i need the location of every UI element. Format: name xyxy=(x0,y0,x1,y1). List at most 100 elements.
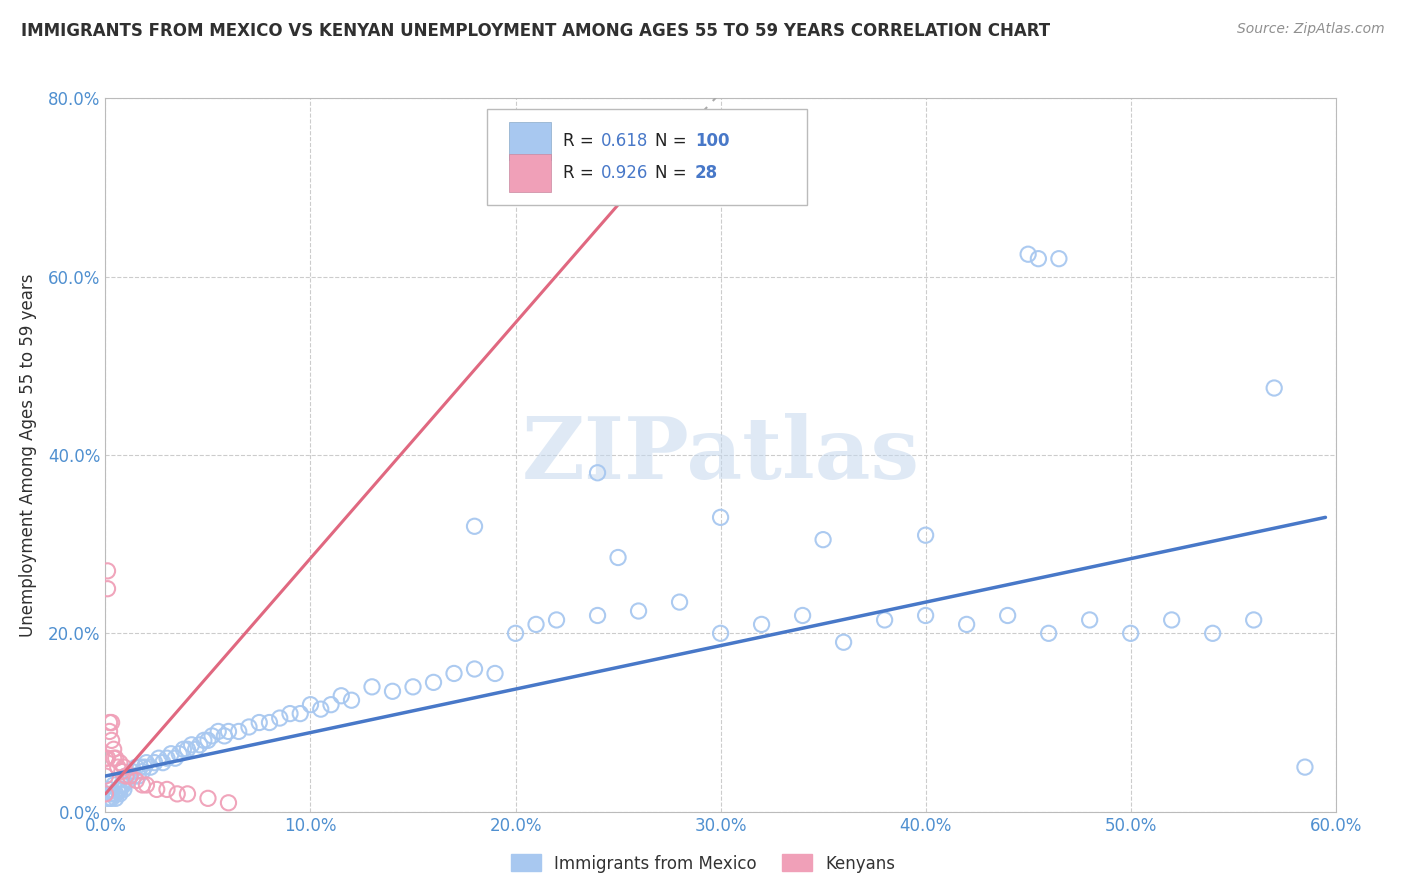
Point xyxy=(443,666,465,681)
Text: N =: N = xyxy=(655,132,692,150)
Point xyxy=(100,715,122,730)
Point xyxy=(710,510,733,524)
Point xyxy=(100,733,122,747)
FancyBboxPatch shape xyxy=(509,121,551,161)
Point xyxy=(184,742,207,756)
Point xyxy=(176,742,198,756)
Point xyxy=(172,742,194,756)
Point xyxy=(751,617,773,632)
Point xyxy=(524,617,547,632)
Point xyxy=(131,778,153,792)
Point xyxy=(1294,760,1316,774)
Point xyxy=(1263,381,1285,395)
Point xyxy=(104,787,127,801)
Text: R =: R = xyxy=(564,164,599,182)
Point xyxy=(156,782,179,797)
Point xyxy=(1160,613,1182,627)
Point xyxy=(214,729,236,743)
Point xyxy=(668,595,690,609)
Point xyxy=(586,466,609,480)
Point xyxy=(94,787,117,801)
Point xyxy=(873,613,896,627)
Point xyxy=(129,760,152,774)
Point xyxy=(710,626,733,640)
Text: 0.618: 0.618 xyxy=(602,132,648,150)
Point xyxy=(94,769,117,783)
Point xyxy=(832,635,855,649)
Point xyxy=(160,747,183,761)
Point xyxy=(259,715,281,730)
Point xyxy=(115,769,138,783)
Text: IMMIGRANTS FROM MEXICO VS KENYAN UNEMPLOYMENT AMONG AGES 55 TO 59 YEARS CORRELAT: IMMIGRANTS FROM MEXICO VS KENYAN UNEMPLO… xyxy=(21,22,1050,40)
Point xyxy=(111,778,134,792)
Point xyxy=(108,782,131,797)
Point xyxy=(108,787,131,801)
Point xyxy=(125,760,148,774)
Point xyxy=(792,608,814,623)
Point xyxy=(107,760,129,774)
Text: 0.926: 0.926 xyxy=(602,164,648,182)
Point xyxy=(169,747,191,761)
Text: N =: N = xyxy=(655,164,692,182)
Legend: Immigrants from Mexico, Kenyans: Immigrants from Mexico, Kenyans xyxy=(505,847,901,880)
Point xyxy=(1119,626,1142,640)
Point xyxy=(156,751,179,765)
Point xyxy=(997,608,1019,623)
Point xyxy=(112,760,135,774)
Point xyxy=(108,756,131,770)
Point xyxy=(247,715,270,730)
Point xyxy=(319,698,342,712)
Text: R =: R = xyxy=(564,132,599,150)
Text: Source: ZipAtlas.com: Source: ZipAtlas.com xyxy=(1237,22,1385,37)
Point xyxy=(117,773,139,788)
Point xyxy=(546,613,568,627)
Point xyxy=(914,608,936,623)
Point xyxy=(152,756,174,770)
Point xyxy=(269,711,291,725)
Point xyxy=(422,675,444,690)
Point xyxy=(103,778,125,792)
Point xyxy=(166,787,188,801)
Point xyxy=(381,684,404,698)
Point xyxy=(627,604,650,618)
Point xyxy=(1047,252,1070,266)
Point xyxy=(464,519,486,533)
Point xyxy=(103,787,125,801)
FancyBboxPatch shape xyxy=(486,109,807,205)
Point xyxy=(218,724,240,739)
Text: 100: 100 xyxy=(695,132,730,150)
Point xyxy=(505,626,527,640)
Point xyxy=(111,764,134,779)
Point xyxy=(238,720,260,734)
Point xyxy=(122,769,145,783)
Point xyxy=(98,715,121,730)
Point xyxy=(120,769,141,783)
Point xyxy=(103,751,125,765)
Point xyxy=(111,778,134,792)
Point xyxy=(112,782,135,797)
Point xyxy=(120,769,141,783)
Point xyxy=(330,689,353,703)
Point xyxy=(201,729,224,743)
Point xyxy=(586,608,609,623)
Point xyxy=(100,791,122,805)
Point xyxy=(94,751,117,765)
Point xyxy=(143,756,166,770)
Y-axis label: Unemployment Among Ages 55 to 59 years: Unemployment Among Ages 55 to 59 years xyxy=(18,273,37,637)
Point xyxy=(104,787,127,801)
Point xyxy=(1028,252,1050,266)
Point xyxy=(1202,626,1225,640)
Point xyxy=(96,751,118,765)
Point xyxy=(108,782,131,797)
Point xyxy=(103,742,125,756)
Point xyxy=(127,769,149,783)
Point xyxy=(299,698,322,712)
Point xyxy=(340,693,363,707)
Point xyxy=(96,564,118,578)
Point xyxy=(112,778,135,792)
Point xyxy=(197,791,219,805)
Point xyxy=(361,680,384,694)
Point xyxy=(290,706,312,721)
Point xyxy=(96,582,118,596)
Point xyxy=(134,760,156,774)
